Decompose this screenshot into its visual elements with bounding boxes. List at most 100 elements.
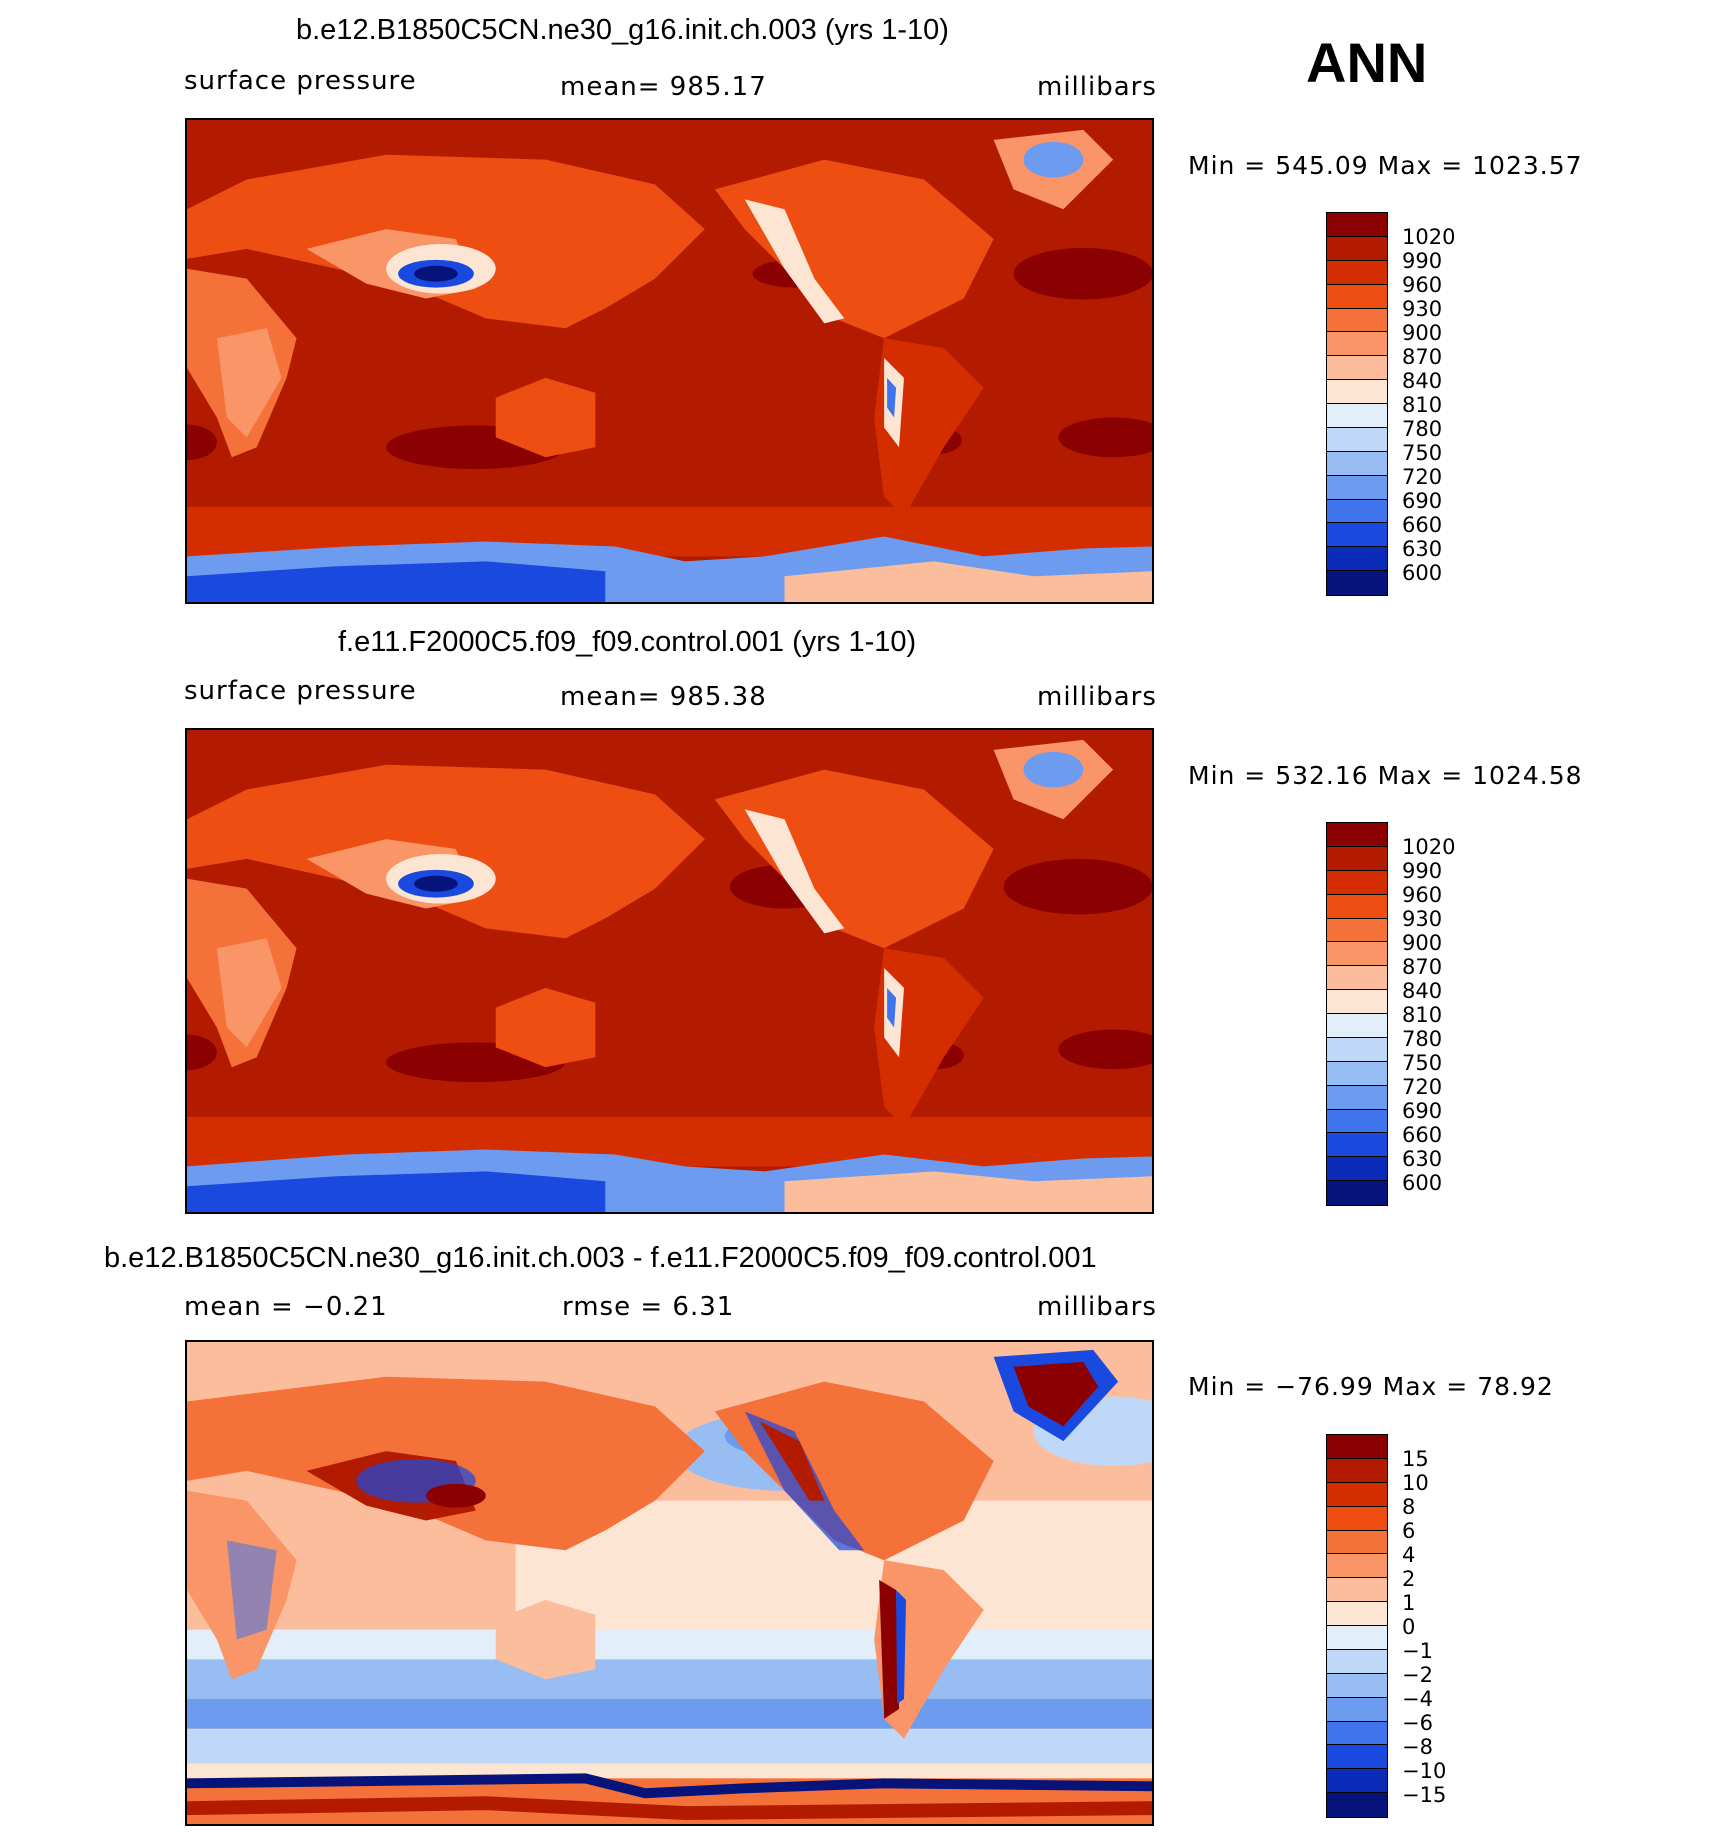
colorbar-label: 4 [1402, 1543, 1416, 1567]
colorbar-bin [1327, 966, 1387, 991]
colorbar-bin [1327, 427, 1387, 452]
colorbar-label: −10 [1402, 1759, 1447, 1783]
colorbar-bin [1327, 332, 1387, 357]
colorbar-bin [1327, 1793, 1387, 1817]
colorbar-label: 1020 [1402, 225, 1456, 249]
panel-2-map [185, 728, 1154, 1214]
panel-2-minmax: Min = 532.16 Max = 1024.58 [1188, 761, 1583, 790]
colorbar-label: 840 [1402, 369, 1443, 393]
colorbar-bin [1327, 1745, 1387, 1770]
colorbar-bin [1327, 1673, 1387, 1698]
colorbar-label: 10 [1402, 1471, 1429, 1495]
panel-1-title: b.e12.B1850C5CN.ne30_g16.init.ch.003 (yr… [296, 14, 949, 46]
colorbar-bin [1327, 236, 1387, 261]
colorbar-bin [1327, 380, 1387, 404]
colorbar-bin [1327, 1181, 1387, 1205]
colorbar-label: 0 [1402, 1615, 1416, 1639]
colorbar-bin [1327, 451, 1387, 476]
colorbar-label: 630 [1402, 537, 1443, 561]
panel-3-colorbar [1326, 1434, 1388, 1818]
colorbar-label: 810 [1402, 1003, 1443, 1027]
colorbar-label: 2 [1402, 1567, 1416, 1591]
colorbar-bin [1327, 1554, 1387, 1579]
colorbar-label: 720 [1402, 465, 1443, 489]
colorbar-bin [1327, 1482, 1387, 1507]
panel-3-rmse-label: rmse = 6.31 [562, 1292, 735, 1322]
colorbar-label: 870 [1402, 345, 1443, 369]
colorbar-label: 8 [1402, 1495, 1416, 1519]
colorbar-label: 15 [1402, 1447, 1429, 1471]
colorbar-bin [1327, 260, 1387, 285]
colorbar-label: 990 [1402, 859, 1443, 883]
colorbar-bin [1327, 990, 1387, 1014]
colorbar-bin [1327, 1697, 1387, 1722]
colorbar-bin [1327, 1626, 1387, 1650]
colorbar-label: 960 [1402, 273, 1443, 297]
colorbar-bin [1327, 1109, 1387, 1134]
colorbar-label: −2 [1402, 1663, 1433, 1687]
colorbar-label: −1 [1402, 1639, 1433, 1663]
colorbar-bin [1327, 523, 1387, 548]
colorbar-label: 660 [1402, 513, 1443, 537]
colorbar-label: 6 [1402, 1519, 1416, 1543]
colorbar-label: 810 [1402, 393, 1443, 417]
colorbar-label: 720 [1402, 1075, 1443, 1099]
colorbar-label: 930 [1402, 297, 1443, 321]
panel-2-mean-label: mean= 985.38 [560, 682, 767, 712]
colorbar-label: 600 [1402, 561, 1443, 585]
colorbar-bin [1327, 1133, 1387, 1158]
colorbar-label: 630 [1402, 1147, 1443, 1171]
colorbar-label: −4 [1402, 1687, 1433, 1711]
panel-3-minmax: Min = −76.99 Max = 78.92 [1188, 1372, 1554, 1401]
colorbar-bin [1327, 404, 1387, 428]
colorbar-bin [1327, 1530, 1387, 1555]
panel-2-title: f.e11.F2000C5.f09_f09.control.001 (yrs 1… [338, 626, 917, 658]
colorbar-bin [1327, 846, 1387, 871]
colorbar-bin [1327, 1602, 1387, 1626]
colorbar-label: 780 [1402, 417, 1443, 441]
colorbar-label: 690 [1402, 489, 1443, 513]
colorbar-label: 750 [1402, 1051, 1443, 1075]
panel-1-variable-label: surface pressure [184, 66, 417, 96]
colorbar-bin [1327, 1157, 1387, 1182]
colorbar-bin [1327, 499, 1387, 524]
season-label: ANN [1306, 31, 1428, 94]
panel-3-map [185, 1340, 1154, 1826]
panel-2-colorbar [1326, 822, 1388, 1206]
panel-1-map [185, 118, 1154, 604]
panel-1-colorbar [1326, 212, 1388, 596]
colorbar-label: 900 [1402, 321, 1443, 345]
colorbar-bin [1327, 571, 1387, 595]
colorbar-label: 840 [1402, 979, 1443, 1003]
colorbar-bin [1327, 1721, 1387, 1746]
colorbar-bin [1327, 356, 1387, 381]
colorbar-bin [1327, 894, 1387, 919]
colorbar-bin [1327, 1435, 1387, 1459]
colorbar-bin [1327, 1085, 1387, 1110]
panel-2-variable-label: surface pressure [184, 676, 417, 706]
colorbar-bin [1327, 547, 1387, 572]
colorbar-label: 660 [1402, 1123, 1443, 1147]
colorbar-label: 930 [1402, 907, 1443, 931]
colorbar-bin [1327, 1014, 1387, 1038]
panel-3-units-label: millibars [1037, 1292, 1157, 1322]
colorbar-bin [1327, 284, 1387, 309]
colorbar-bin [1327, 1061, 1387, 1086]
colorbar-bin [1327, 1649, 1387, 1674]
colorbar-bin [1327, 1578, 1387, 1603]
colorbar-bin [1327, 308, 1387, 333]
colorbar-bin [1327, 870, 1387, 895]
colorbar-bin [1327, 918, 1387, 943]
colorbar-bin [1327, 1458, 1387, 1483]
panel-1-units-label: millibars [1037, 72, 1157, 102]
colorbar-label: 750 [1402, 441, 1443, 465]
colorbar-bin [1327, 1037, 1387, 1062]
colorbar-label: −8 [1402, 1735, 1433, 1759]
colorbar-bin [1327, 1506, 1387, 1531]
panel-2-units-label: millibars [1037, 682, 1157, 712]
colorbar-bin [1327, 475, 1387, 500]
panel-1-mean-label: mean= 985.17 [560, 72, 767, 102]
colorbar-label: 600 [1402, 1171, 1443, 1195]
colorbar-label: −15 [1402, 1783, 1447, 1807]
panel-3-mean-label: mean = −0.21 [184, 1292, 388, 1322]
